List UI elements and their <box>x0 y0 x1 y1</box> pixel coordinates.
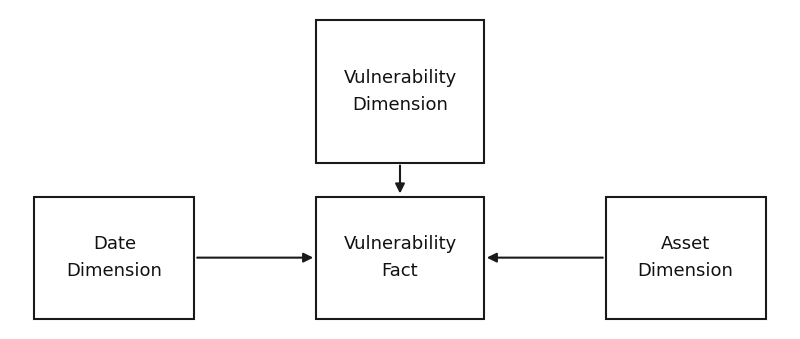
Text: Vulnerability
Fact: Vulnerability Fact <box>343 236 457 280</box>
Text: Date
Dimension: Date Dimension <box>66 236 162 280</box>
Bar <box>316 20 484 163</box>
Bar <box>34 197 194 319</box>
Bar <box>606 197 766 319</box>
Bar <box>316 197 484 319</box>
Text: Asset
Dimension: Asset Dimension <box>638 236 734 280</box>
Text: Vulnerability
Dimension: Vulnerability Dimension <box>343 69 457 114</box>
